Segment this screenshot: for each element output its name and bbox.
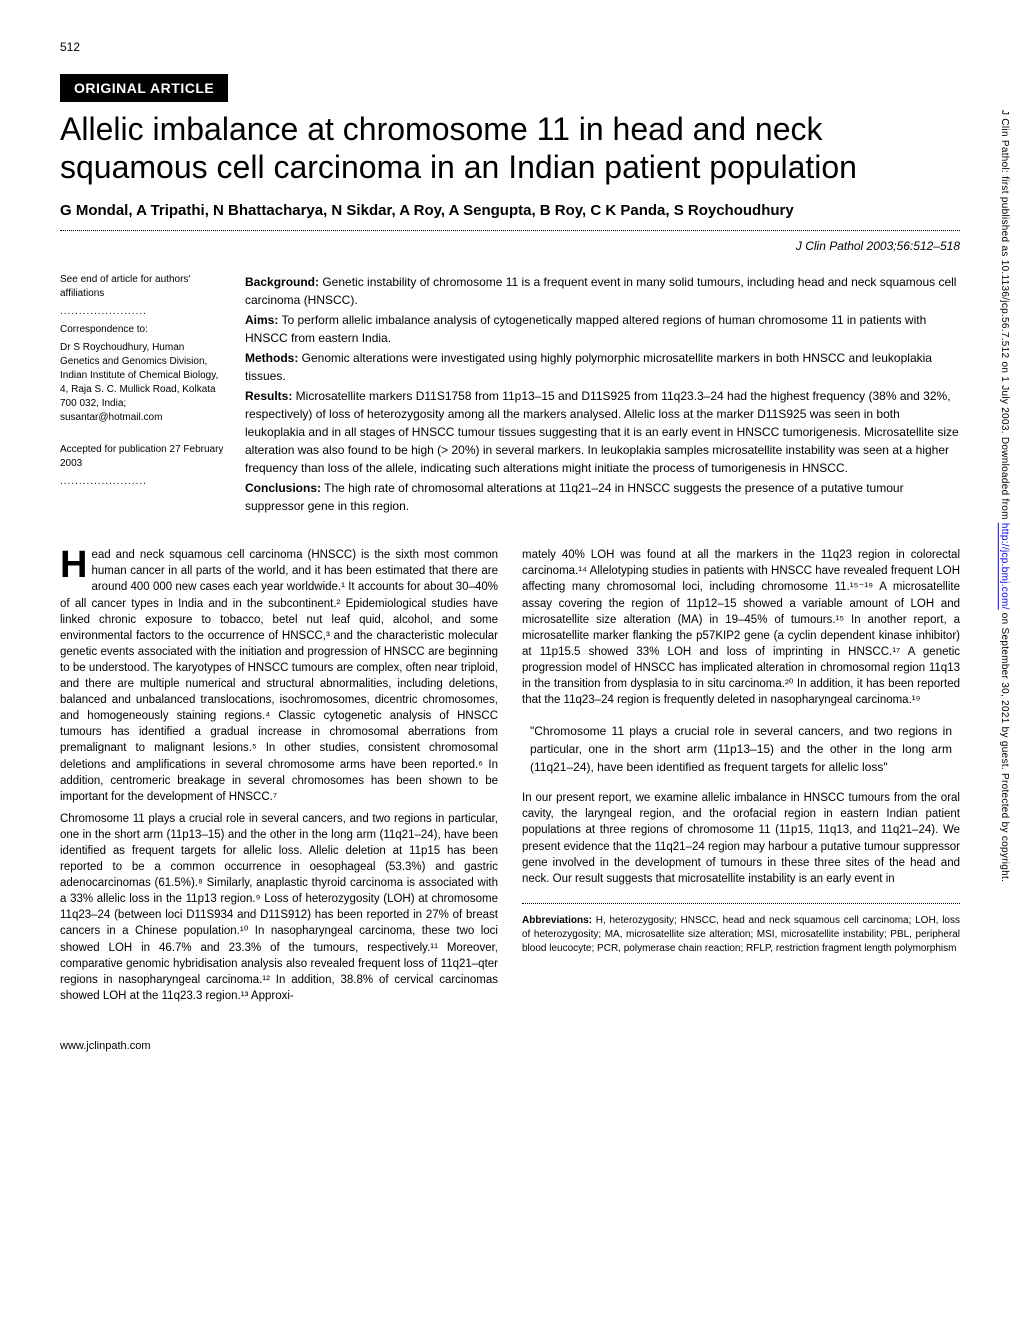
abstract-content: Background: Genetic instability of chrom… — [245, 273, 960, 517]
body-column-2: mately 40% LOH was found at all the mark… — [522, 547, 960, 1010]
correspondence-label: Correspondence to: — [60, 323, 225, 337]
download-notice: J Clin Pathol: first published as 10.113… — [999, 110, 1010, 1260]
footer-url: www.jclinpath.com — [60, 1040, 960, 1052]
abbreviations-label: Abbreviations: — [522, 915, 592, 926]
conclusions-text: The high rate of chromosomal alterations… — [245, 481, 904, 513]
dropcap: H — [60, 549, 87, 581]
aims-label: Aims: — [245, 313, 278, 327]
divider — [60, 230, 960, 231]
results-text: Microsatellite markers D11S1758 from 11p… — [245, 389, 959, 475]
acceptance-date: Accepted for publication 27 February 200… — [60, 443, 225, 471]
source-link[interactable]: http://jcp.bmj.com/ — [999, 523, 1010, 610]
background-text: Genetic instability of chromosome 11 is … — [245, 275, 956, 307]
citation: J Clin Pathol 2003;56:512–518 — [60, 239, 960, 253]
authors-list: G Mondal, A Tripathi, N Bhattacharya, N … — [60, 201, 960, 221]
see-end-note: See end of article for authors' affiliat… — [60, 273, 225, 301]
body-paragraph: Chromosome 11 plays a crucial role in se… — [60, 811, 498, 1004]
correspondence-sidebar: See end of article for authors' affiliat… — [60, 273, 225, 517]
conclusions-label: Conclusions: — [245, 481, 321, 495]
article-title: Allelic imbalance at chromosome 11 in he… — [60, 110, 960, 187]
abstract-section: See end of article for authors' affiliat… — [60, 273, 960, 517]
aims-text: To perform allelic imbalance analysis of… — [245, 313, 926, 345]
sidebar-dots: ....................... — [60, 305, 225, 319]
sidebar-dots: ....................... — [60, 475, 225, 489]
background-label: Background: — [245, 275, 319, 289]
article-type-badge: ORIGINAL ARTICLE — [60, 74, 228, 102]
body-paragraph: mately 40% LOH was found at all the mark… — [522, 547, 960, 708]
methods-label: Methods: — [245, 351, 298, 365]
methods-text: Genomic alterations were investigated us… — [245, 351, 932, 383]
body-paragraph: In our present report, we examine alleli… — [522, 790, 960, 887]
body-paragraph: Head and neck squamous cell carcinoma (H… — [60, 547, 498, 805]
correspondence-address: Dr S Roychoudhury, Human Genetics and Ge… — [60, 341, 225, 425]
page-number: 512 — [60, 40, 960, 54]
abbreviations-box: Abbreviations: H, heterozygosity; HNSCC,… — [522, 903, 960, 956]
body-column-1: Head and neck squamous cell carcinoma (H… — [60, 547, 498, 1010]
body-text: Head and neck squamous cell carcinoma (H… — [60, 547, 960, 1010]
results-label: Results: — [245, 389, 292, 403]
pull-quote: "Chromosome 11 plays a crucial role in s… — [530, 722, 952, 776]
